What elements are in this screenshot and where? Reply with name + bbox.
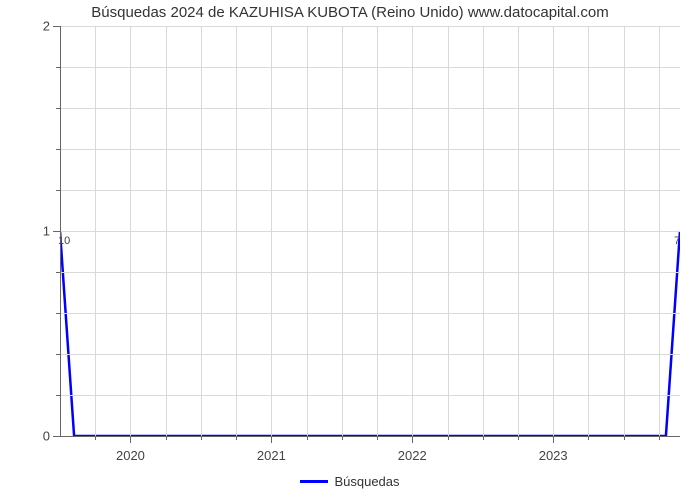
legend-swatch: [300, 480, 328, 483]
x-tick-label: 2023: [539, 448, 568, 463]
legend-item-busquedas: Búsquedas: [300, 474, 399, 489]
legend: Búsquedas: [0, 470, 700, 489]
y-tick-label: 1: [26, 224, 50, 239]
chart-title: Búsquedas 2024 de KAZUHISA KUBOTA (Reino…: [0, 4, 700, 21]
series-end-label: 7: [674, 235, 680, 247]
x-tick-label: 2020: [116, 448, 145, 463]
x-tick-label: 2022: [398, 448, 427, 463]
chart-container: Búsquedas 2024 de KAZUHISA KUBOTA (Reino…: [0, 0, 700, 500]
x-tick-label: 2021: [257, 448, 286, 463]
series-start-label: 10: [58, 235, 70, 247]
plot-area: 2020202120222023012107: [60, 26, 680, 436]
legend-label: Búsquedas: [334, 474, 399, 489]
y-tick-label: 2: [26, 19, 50, 34]
y-tick-label: 0: [26, 429, 50, 444]
